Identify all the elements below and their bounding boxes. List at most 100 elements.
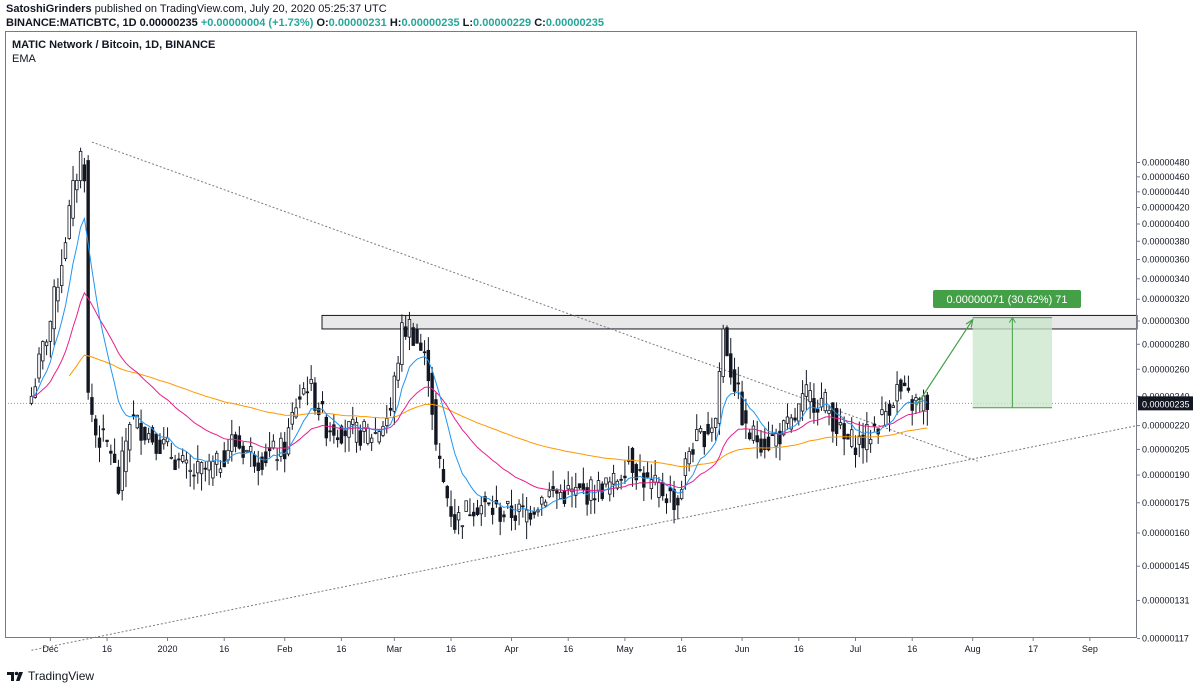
candle-body <box>770 434 775 437</box>
candle-body <box>41 341 45 362</box>
candle-body <box>592 498 597 501</box>
candle-body <box>309 379 313 384</box>
candle-body <box>377 431 381 443</box>
candle-body <box>63 242 68 259</box>
candle-body <box>97 437 102 448</box>
candle-body <box>551 486 555 491</box>
y-tick-label: 0.00000480 <box>1142 157 1190 167</box>
candle-body <box>109 450 113 454</box>
x-tick-label: Aug <box>965 644 981 654</box>
candle-body <box>812 398 816 413</box>
candle-body <box>842 423 846 440</box>
candle-body <box>343 430 347 437</box>
candle-body <box>37 353 41 379</box>
candle-body <box>94 418 98 436</box>
candle-body <box>710 427 714 433</box>
publisher-name[interactable]: SatoshiGrinders <box>6 3 92 15</box>
y-tick-label: 0.00000440 <box>1142 187 1190 197</box>
y-tick-label: 0.00000160 <box>1142 528 1190 538</box>
candle-body <box>540 496 544 505</box>
candle-body <box>245 449 249 453</box>
candle-body <box>475 507 480 515</box>
candle-body <box>298 396 302 400</box>
x-tick-label: Mar <box>387 644 403 654</box>
candle-body <box>543 501 548 507</box>
candle-body <box>902 382 907 387</box>
candle-body <box>385 418 389 427</box>
candle-body <box>177 458 181 461</box>
candle-body <box>853 447 858 456</box>
candle-body <box>513 515 517 521</box>
candle-body <box>664 498 669 504</box>
candle-body <box>524 509 529 523</box>
candle-body <box>721 328 725 378</box>
candle-body <box>203 467 208 470</box>
candle-body <box>449 506 453 517</box>
candle-body <box>131 414 136 417</box>
candle-body <box>396 362 400 381</box>
candle-body <box>275 459 279 462</box>
candle-body <box>744 410 748 424</box>
candle-body <box>464 500 468 512</box>
x-tick-label: May <box>616 644 634 654</box>
candle-body <box>150 427 155 443</box>
close-value: 0.00000235 <box>545 17 604 29</box>
candle-body <box>116 466 121 494</box>
target-measure-arrow <box>1008 316 1016 323</box>
footer-brand[interactable]: TradingView <box>28 669 95 683</box>
candle-body <box>793 417 797 421</box>
high-label: H: <box>389 17 402 29</box>
candle-body <box>335 437 340 441</box>
candle-body <box>52 286 56 330</box>
target-label-text: 0.00000071 (30.62%) 71 <box>946 294 1067 306</box>
price-chart[interactable]: 0.00000071 (30.62%) 71 0.00000480 0.000004… <box>0 0 1200 668</box>
candle-body <box>82 164 87 182</box>
candle-body <box>687 451 691 465</box>
candle-body <box>789 417 793 430</box>
y-tick-label: 0.00000175 <box>1142 498 1190 508</box>
candle-body <box>585 487 589 505</box>
candle-body <box>472 511 476 517</box>
candle-body <box>400 322 404 365</box>
candle-body <box>90 397 94 415</box>
candle-body <box>146 433 151 440</box>
candle-body <box>645 472 650 478</box>
candle-body <box>237 435 242 449</box>
candle-body <box>233 434 238 447</box>
candle-body <box>294 407 298 418</box>
candle-body <box>158 439 162 455</box>
candle-body <box>517 503 521 512</box>
x-tick-label: 2020 <box>158 644 178 654</box>
candle-body <box>260 456 264 470</box>
candle-body <box>676 497 680 506</box>
candle-body <box>44 341 49 347</box>
tradingview-logo-icon <box>7 671 23 681</box>
y-tick-label: 0.00000460 <box>1142 172 1190 182</box>
ascending-trendline <box>31 425 1138 651</box>
x-tick-label: Jun <box>735 644 750 654</box>
y-tick-label: 0.00000220 <box>1142 421 1190 431</box>
candle-body <box>487 502 491 505</box>
candle-body <box>180 455 185 462</box>
candle-body <box>755 435 759 443</box>
candle-body <box>774 432 778 447</box>
candle-body <box>71 180 75 219</box>
candle-body <box>657 482 661 498</box>
candle-body <box>56 286 60 302</box>
candle-body <box>196 461 200 474</box>
candle-body <box>317 407 321 416</box>
candle-body <box>434 399 438 445</box>
candle-body <box>619 478 623 481</box>
candle-body <box>128 424 132 451</box>
candle-body <box>816 408 820 413</box>
candle-body <box>441 469 446 483</box>
x-tick-label: 16 <box>219 644 229 654</box>
candle-body <box>373 432 378 434</box>
candle-body <box>861 434 865 449</box>
candle-body <box>407 319 412 338</box>
chart-legend: MATIC Network / Bitcoin, 1D, BINANCE EMA <box>12 38 215 66</box>
candle-body <box>290 412 294 425</box>
candle-body <box>456 512 461 521</box>
x-tick-label: 16 <box>446 644 456 654</box>
candle-body <box>301 388 306 395</box>
